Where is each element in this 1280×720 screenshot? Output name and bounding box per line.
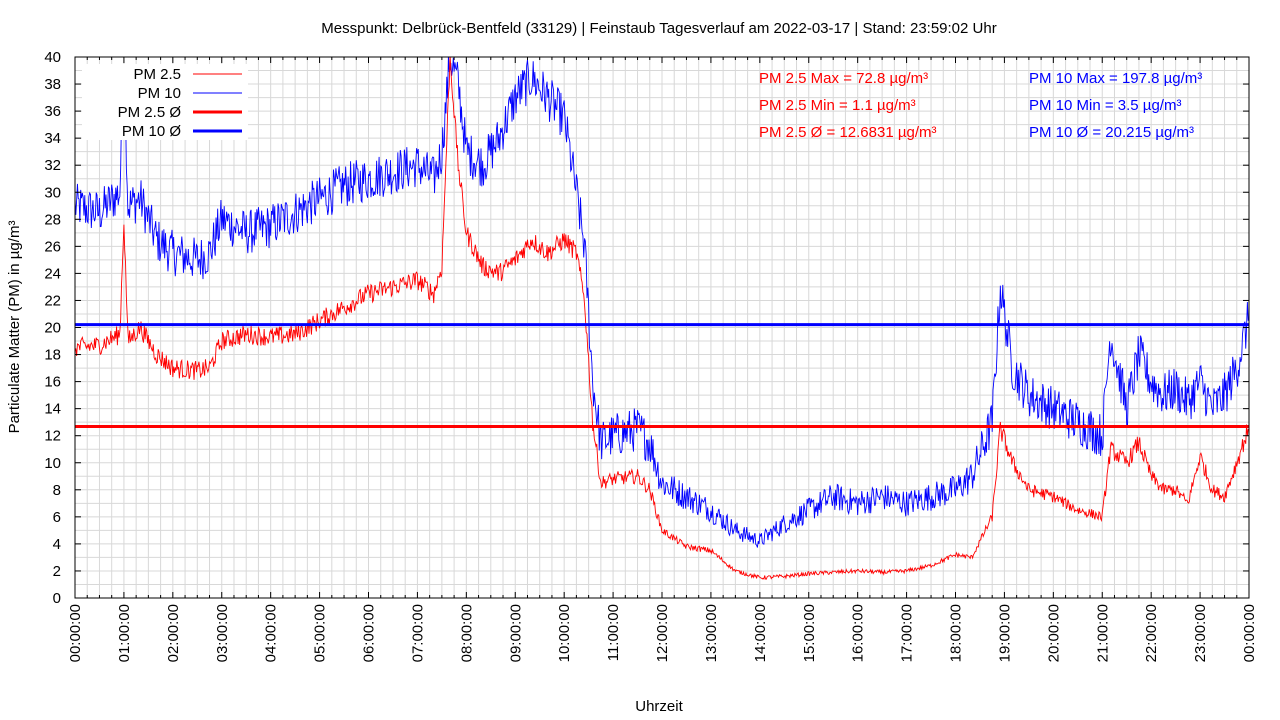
stats-pm10: PM 10 Max = 197.8 µg/m³ PM 10 Min = 3.5 … bbox=[1029, 70, 1202, 141]
y-tick-label: 40 bbox=[44, 49, 61, 66]
x-tick-labels: 00:00:00 01:00:00 02:00:00 03:00:00 04:00:00… bbox=[67, 604, 1258, 662]
x-tick-label: 06:00:00 bbox=[361, 604, 378, 662]
x-tick-label: 07:00:00 bbox=[409, 604, 426, 662]
axis-ticks bbox=[74, 56, 1250, 599]
stats-pm25: PM 2.5 Max = 72.8 µg/m³ PM 2.5 Min = 1.1… bbox=[759, 70, 936, 141]
x-tick-label: 22:00:00 bbox=[1143, 604, 1160, 662]
x-tick-label: 15:00:00 bbox=[801, 604, 818, 662]
x-tick-label: 12:00:00 bbox=[654, 604, 671, 662]
y-axis-label: Particulate Matter (PM) in µg/m³ bbox=[6, 221, 23, 434]
x-tick-label: 04:00:00 bbox=[263, 604, 280, 662]
x-tick-label: 17:00:00 bbox=[899, 604, 916, 662]
y-tick-label: 10 bbox=[44, 455, 61, 472]
legend-background bbox=[82, 64, 248, 140]
y-tick-label: 18 bbox=[44, 347, 61, 364]
x-tick-label: 00:00:00 bbox=[67, 604, 84, 662]
legend-label-pm25: PM 2.5 bbox=[133, 66, 181, 83]
stat-pm25-min: PM 2.5 Min = 1.1 µg/m³ bbox=[759, 97, 916, 114]
y-tick-label: 6 bbox=[53, 509, 61, 526]
stat-pm10-max: PM 10 Max = 197.8 µg/m³ bbox=[1029, 70, 1202, 87]
y-tick-label: 30 bbox=[44, 184, 61, 201]
y-tick-label: 0 bbox=[53, 590, 61, 607]
y-tick-label: 38 bbox=[44, 76, 61, 93]
stat-pm25-avg: PM 2.5 Ø = 12.6831 µg/m³ bbox=[759, 124, 936, 141]
y-tick-label: 34 bbox=[44, 130, 61, 147]
chart-title: Messpunkt: Delbrück-Bentfeld (33129) | F… bbox=[321, 20, 996, 37]
x-tick-label: 08:00:00 bbox=[458, 604, 475, 662]
x-tick-label: 11:00:00 bbox=[605, 604, 622, 661]
y-tick-label: 14 bbox=[44, 401, 61, 418]
series-line-pm25 bbox=[75, 57, 1249, 580]
stat-pm10-min: PM 10 Min = 3.5 µg/m³ bbox=[1029, 97, 1181, 114]
y-tick-label: 32 bbox=[44, 157, 61, 174]
x-tick-label: 00:00:00 bbox=[1241, 604, 1258, 662]
x-tick-label: 09:00:00 bbox=[507, 604, 524, 662]
stat-pm10-avg: PM 10 Ø = 20.215 µg/m³ bbox=[1029, 124, 1194, 141]
x-tick-label: 18:00:00 bbox=[948, 604, 965, 662]
y-tick-label: 20 bbox=[44, 320, 61, 337]
x-tick-label: 05:00:00 bbox=[312, 604, 329, 662]
series-line-pm10 bbox=[75, 57, 1249, 548]
x-tick-label: 01:00:00 bbox=[116, 604, 133, 662]
y-tick-label: 16 bbox=[44, 374, 61, 391]
y-tick-label: 28 bbox=[44, 211, 61, 228]
x-tick-label: 10:00:00 bbox=[556, 604, 573, 662]
stat-pm25-max: PM 2.5 Max = 72.8 µg/m³ bbox=[759, 70, 928, 87]
y-tick-label: 8 bbox=[53, 482, 61, 499]
series-layer bbox=[75, 57, 1249, 580]
y-tick-label: 12 bbox=[44, 428, 61, 445]
y-tick-label: 36 bbox=[44, 103, 61, 120]
y-tick-label: 24 bbox=[44, 265, 61, 282]
x-tick-label: 21:00:00 bbox=[1094, 604, 1111, 662]
y-tick-label: 22 bbox=[44, 292, 61, 309]
x-axis-label: Uhrzeit bbox=[635, 698, 683, 715]
legend: PM 2.5 PM 10 PM 2.5 Ø PM 10 Ø bbox=[82, 64, 248, 140]
x-tick-label: 19:00:00 bbox=[996, 604, 1013, 662]
x-tick-label: 16:00:00 bbox=[850, 604, 867, 662]
x-tick-label: 03:00:00 bbox=[214, 604, 231, 662]
x-tick-label: 23:00:00 bbox=[1192, 604, 1209, 662]
legend-label-pm10: PM 10 bbox=[138, 85, 181, 102]
x-tick-label: 20:00:00 bbox=[1045, 604, 1062, 662]
y-tick-label: 26 bbox=[44, 238, 61, 255]
y-tick-label: 4 bbox=[53, 536, 61, 553]
x-tick-label: 02:00:00 bbox=[165, 604, 182, 662]
legend-label-pm25-avg: PM 2.5 Ø bbox=[118, 104, 182, 121]
x-tick-label: 14:00:00 bbox=[752, 604, 769, 662]
x-tick-label: 13:00:00 bbox=[703, 604, 720, 662]
y-tick-label: 2 bbox=[53, 563, 61, 580]
legend-label-pm10-avg: PM 10 Ø bbox=[122, 123, 182, 140]
